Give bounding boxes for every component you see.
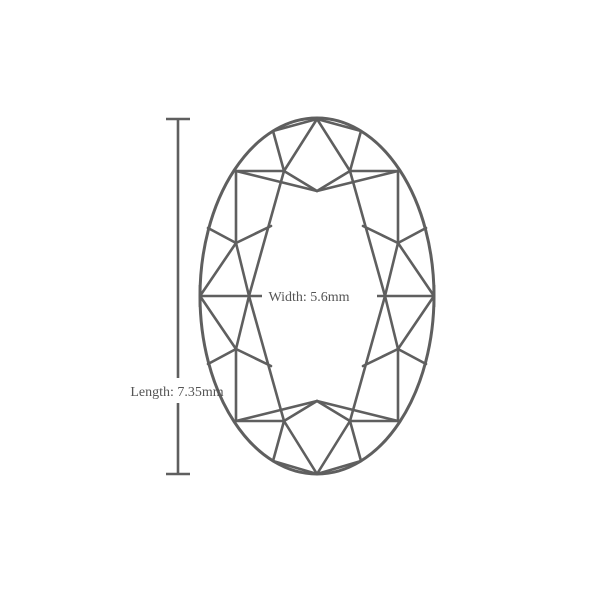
bottom-upper-girdle-left bbox=[271, 459, 319, 476]
bottom-star-right bbox=[315, 419, 352, 476]
top-upper-girdle-left bbox=[271, 117, 319, 133]
width-label: Width: 5.6mm bbox=[268, 290, 349, 305]
left-star-upper bbox=[198, 241, 238, 298]
top-star-left bbox=[282, 117, 319, 173]
bottom-upper-girdle-right bbox=[315, 459, 363, 476]
top-kite-right bbox=[348, 129, 363, 173]
upper-left-box-to-table bbox=[234, 224, 273, 245]
upper-right-box-to-table bbox=[361, 224, 400, 245]
lower-left-box-to-table bbox=[234, 347, 273, 368]
left-box-to-table-upper bbox=[234, 241, 251, 298]
lower-right-corner-diag bbox=[315, 399, 400, 423]
right-star-upper bbox=[396, 241, 436, 298]
upper-left-corner-diag bbox=[234, 169, 319, 193]
right-box-to-table-lower bbox=[383, 294, 400, 351]
right-star-lower bbox=[396, 294, 436, 351]
facet-lines bbox=[198, 117, 436, 476]
left-upper-girdle-a bbox=[206, 226, 238, 245]
bottom-kite-left bbox=[271, 419, 286, 463]
right-box-to-table-upper bbox=[383, 241, 400, 298]
lower-right-box-to-table bbox=[361, 347, 400, 368]
right-lower-girdle-a bbox=[396, 347, 428, 366]
upper-right-corner-diag bbox=[315, 169, 400, 193]
bottom-kite-right bbox=[348, 419, 363, 463]
left-lower-girdle-a bbox=[206, 347, 238, 366]
top-star-right bbox=[315, 117, 352, 173]
length-label: Length: 7.35mm bbox=[130, 385, 223, 400]
bottom-star-left bbox=[282, 419, 319, 476]
left-star-lower bbox=[198, 294, 238, 351]
length-dimension bbox=[166, 117, 190, 476]
lower-left-corner-diag bbox=[234, 399, 319, 423]
width-dimension bbox=[198, 285, 436, 307]
top-upper-girdle-right bbox=[315, 117, 363, 133]
top-kite-left bbox=[271, 129, 286, 173]
right-upper-girdle-a bbox=[396, 226, 428, 245]
left-box-to-table-lower bbox=[234, 294, 251, 351]
